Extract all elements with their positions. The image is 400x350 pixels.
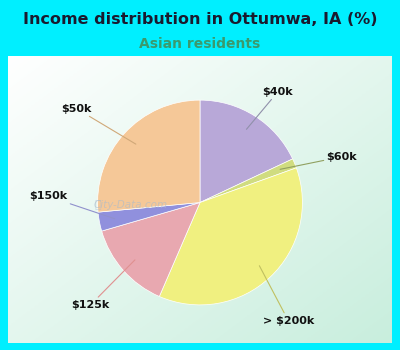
Text: > $200k: > $200k [259, 266, 314, 326]
Text: Asian residents: Asian residents [139, 37, 261, 51]
Text: Income distribution in Ottumwa, IA (%): Income distribution in Ottumwa, IA (%) [23, 12, 377, 27]
Text: $125k: $125k [72, 260, 135, 310]
Text: $60k: $60k [280, 152, 357, 169]
Wedge shape [98, 100, 200, 212]
Text: ⓘ: ⓘ [95, 200, 102, 210]
Text: $40k: $40k [246, 87, 293, 129]
Text: $50k: $50k [61, 104, 136, 144]
Text: City-Data.com: City-Data.com [94, 200, 168, 210]
Wedge shape [200, 100, 293, 203]
Wedge shape [159, 168, 302, 305]
Wedge shape [200, 159, 296, 203]
Text: $150k: $150k [29, 191, 115, 219]
Wedge shape [102, 203, 200, 296]
Wedge shape [98, 203, 200, 231]
